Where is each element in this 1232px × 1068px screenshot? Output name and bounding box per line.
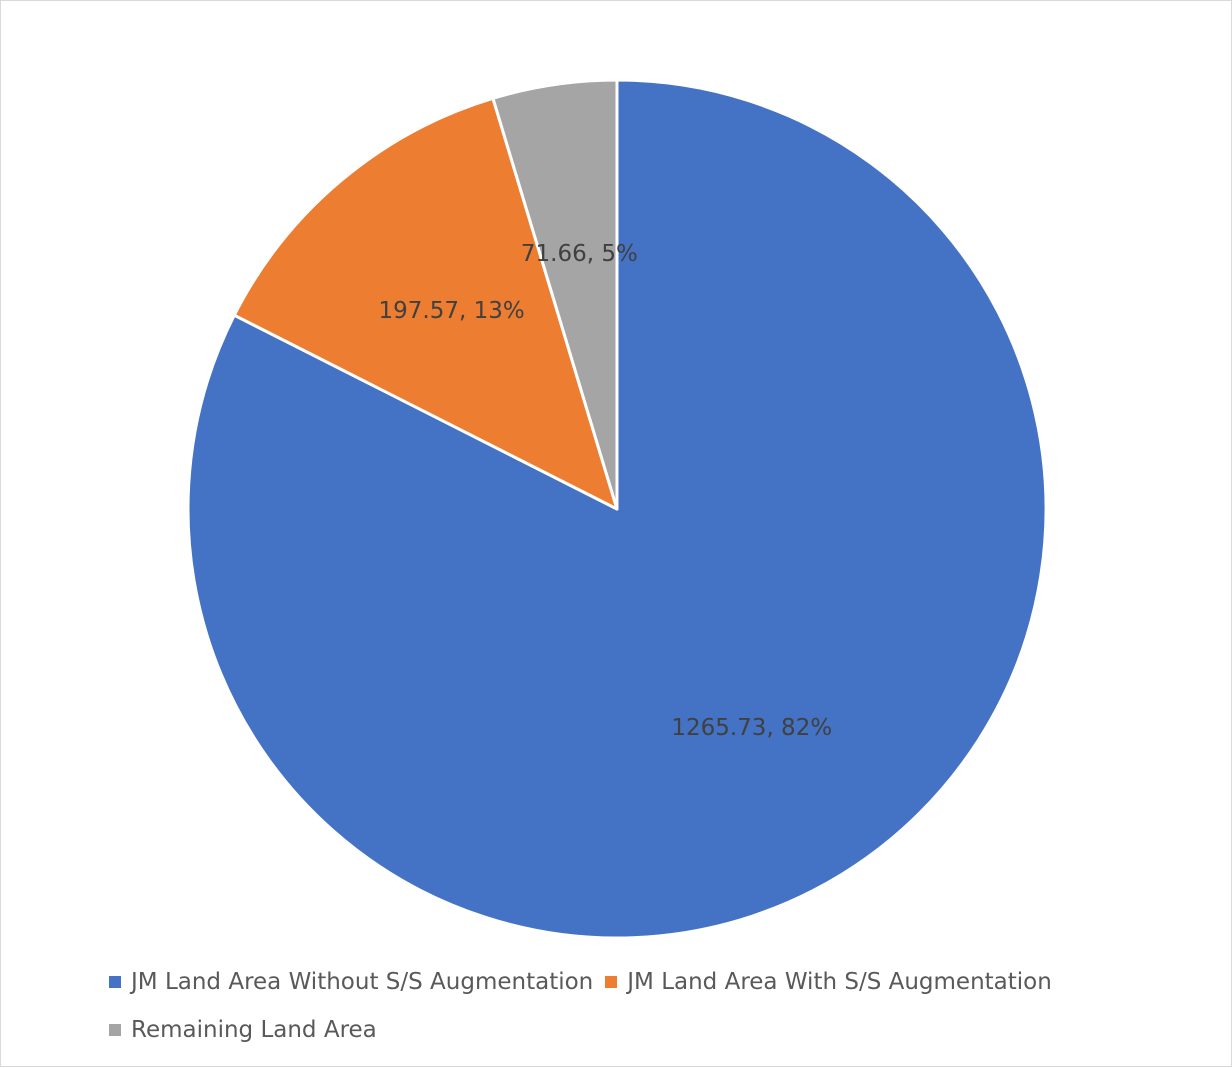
data-label: 71.66, 5% [521,241,638,267]
legend-label: JM Land Area With S/S Augmentation [627,969,1052,995]
legend-label: Remaining Land Area [131,1017,377,1043]
data-label: 197.57, 13% [379,298,525,324]
legend: JM Land Area Without S/S Augmentation JM… [109,966,1159,1046]
legend-swatch [109,976,121,988]
legend-swatch [605,976,618,988]
legend-label: JM Land Area Without S/S Augmentation [131,969,594,995]
legend-swatch [109,1024,121,1036]
data-label: 1265.73, 82% [671,715,832,741]
pie-slice [232,96,619,511]
legend-item: Remaining Land Area [109,1014,377,1046]
pie-slice [491,78,619,511]
legend-item: JM Land Area Without S/S Augmentation [109,966,593,998]
legend-item: JM Land Area With S/S Augmentation [605,966,1052,998]
